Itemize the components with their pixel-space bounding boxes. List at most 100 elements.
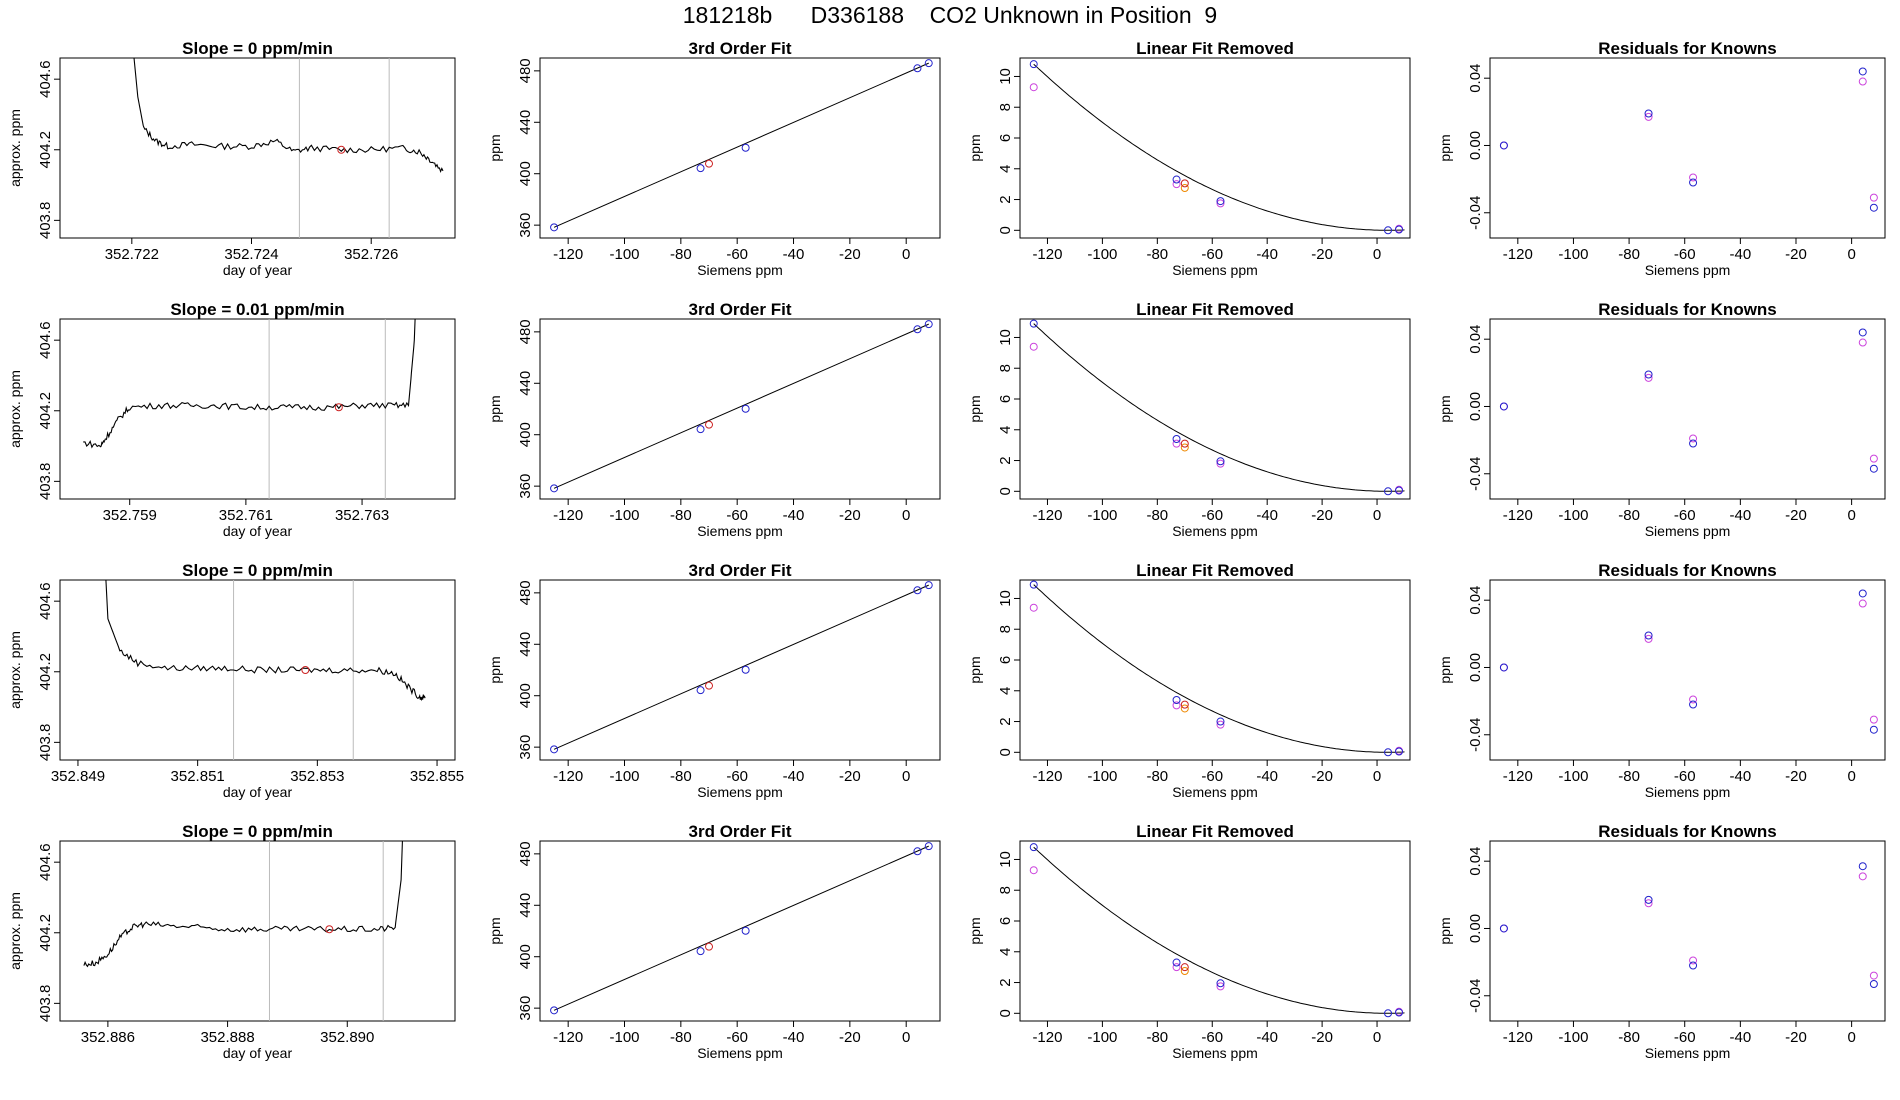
- known-point: [1869, 203, 1878, 212]
- x-tick-label: -80: [1618, 1029, 1640, 1046]
- x-tick-label: -120: [1032, 246, 1062, 263]
- panel-r3-c1: Slope = 0 ppm/min 352.849 352.851 352.853 35…: [7, 561, 464, 800]
- y-tick-label: 2: [997, 195, 1014, 203]
- x-tick-label: -60: [1674, 246, 1696, 263]
- y-tick-label: 0: [997, 748, 1014, 756]
- known-point: [1869, 725, 1878, 734]
- y-tick-label: 440: [517, 632, 534, 657]
- known-point: [1869, 979, 1878, 988]
- panel-title: Linear Fit Removed: [1136, 39, 1294, 58]
- y-axis-label: ppm: [967, 917, 983, 944]
- x-tick-label: 0: [902, 246, 910, 263]
- known-alt-point: [1689, 434, 1698, 443]
- known-point: [1689, 439, 1698, 448]
- y-tick-label: -0.04: [1467, 979, 1484, 1013]
- y-tick-label: 10: [997, 590, 1014, 607]
- panel-r4-c3: Linear Fit Removed -120 -100 -80 -60 -40 -20 0 S…: [967, 822, 1411, 1061]
- known-point: [1216, 197, 1225, 206]
- x-tick-label: -100: [609, 1029, 639, 1046]
- known-point: [1172, 175, 1181, 184]
- x-tick-label: -20: [1311, 246, 1333, 263]
- data-trace: [105, 580, 426, 702]
- x-axis-label: day of year: [223, 523, 293, 539]
- y-axis-label: ppm: [1437, 656, 1453, 683]
- x-tick-label: -20: [1785, 1029, 1807, 1046]
- known-point: [913, 64, 922, 73]
- x-axis-label: day of year: [223, 262, 293, 278]
- y-tick-label: 0.04: [1467, 586, 1484, 615]
- x-tick-label: -120: [1503, 507, 1533, 524]
- known-point: [1689, 961, 1698, 970]
- x-axis-label: Siemens ppm: [1645, 262, 1731, 278]
- panel-title: 3rd Order Fit: [689, 300, 792, 319]
- y-tick-label: 0: [997, 487, 1014, 495]
- x-tick-label: -80: [1618, 507, 1640, 524]
- unknown-point: [1180, 439, 1189, 448]
- unknown-point: [705, 420, 714, 429]
- fit-curve: [1033, 323, 1405, 492]
- x-tick-label: -80: [670, 768, 692, 785]
- y-tick-label: 480: [517, 58, 534, 83]
- known-alt-point: [1689, 956, 1698, 965]
- known-point: [1858, 862, 1867, 871]
- known-point: [1029, 843, 1038, 852]
- y-tick-label: -0.04: [1467, 196, 1484, 230]
- x-tick-label: -100: [1087, 768, 1117, 785]
- known-alt-point: [1644, 112, 1653, 121]
- fit-line: [553, 62, 929, 228]
- y-tick-label: 0.04: [1467, 64, 1484, 93]
- y-tick-label: 2: [997, 456, 1014, 464]
- known-alt-point: [1869, 193, 1878, 202]
- x-tick-label: 352.890: [320, 1029, 374, 1046]
- x-axis-label: Siemens ppm: [697, 523, 783, 539]
- y-tick-label: 480: [517, 319, 534, 344]
- x-tick-label: -20: [1311, 768, 1333, 785]
- plot-frame: [539, 579, 941, 761]
- x-tick-label: 0: [1847, 768, 1855, 785]
- panel-title: 3rd Order Fit: [689, 822, 792, 841]
- unknown-point: [1180, 963, 1189, 972]
- x-tick-label: -40: [1730, 768, 1752, 785]
- y-tick-label: 403.8: [37, 724, 54, 762]
- x-tick-label: -60: [726, 768, 748, 785]
- y-tick-label: 403.8: [37, 985, 54, 1023]
- x-tick-label: -80: [670, 1029, 692, 1046]
- y-tick-label: -0.04: [1467, 457, 1484, 491]
- y-axis-label: ppm: [967, 656, 983, 683]
- unknown-point: [1180, 179, 1189, 188]
- x-axis-label: day of year: [223, 1045, 293, 1061]
- x-tick-label: -100: [609, 246, 639, 263]
- known-alt-point: [1172, 963, 1181, 972]
- x-tick-label: 0: [1373, 1029, 1381, 1046]
- y-tick-label: 0: [997, 1009, 1014, 1017]
- known-point: [1172, 696, 1181, 704]
- y-tick-label: 360: [517, 474, 534, 499]
- y-tick-label: 0.04: [1467, 847, 1484, 876]
- known-point: [741, 143, 750, 152]
- known-alt-point: [1644, 634, 1653, 643]
- y-axis-label: ppm: [967, 134, 983, 161]
- panel-r1-c4: Residuals for Knowns -120 -100 -80 -60 -40 -20…: [1437, 39, 1886, 278]
- known-point: [550, 484, 559, 493]
- known-point: [741, 665, 750, 674]
- known-point: [924, 581, 933, 590]
- known-point: [1644, 109, 1653, 118]
- x-tick-label: -60: [1674, 507, 1696, 524]
- known-point: [1869, 464, 1878, 473]
- known-point: [1216, 457, 1225, 466]
- known-alt-point: [1029, 603, 1038, 612]
- known-point: [1172, 435, 1181, 443]
- panel-r2-c1: Slope = 0.01 ppm/min 352.759 352.761 352.76…: [7, 300, 456, 539]
- known-point: [913, 586, 922, 595]
- x-tick-label: -40: [1730, 507, 1752, 524]
- known-point: [1395, 225, 1404, 234]
- known-point: [1644, 631, 1653, 640]
- y-tick-label: 10: [997, 329, 1014, 346]
- known-point: [1395, 486, 1404, 495]
- x-tick-label: -40: [783, 507, 805, 524]
- x-tick-label: -80: [670, 507, 692, 524]
- plot-frame: [1489, 579, 1886, 761]
- known-point: [1384, 748, 1393, 757]
- known-point: [1384, 226, 1393, 235]
- known-alt-point: [1644, 899, 1653, 908]
